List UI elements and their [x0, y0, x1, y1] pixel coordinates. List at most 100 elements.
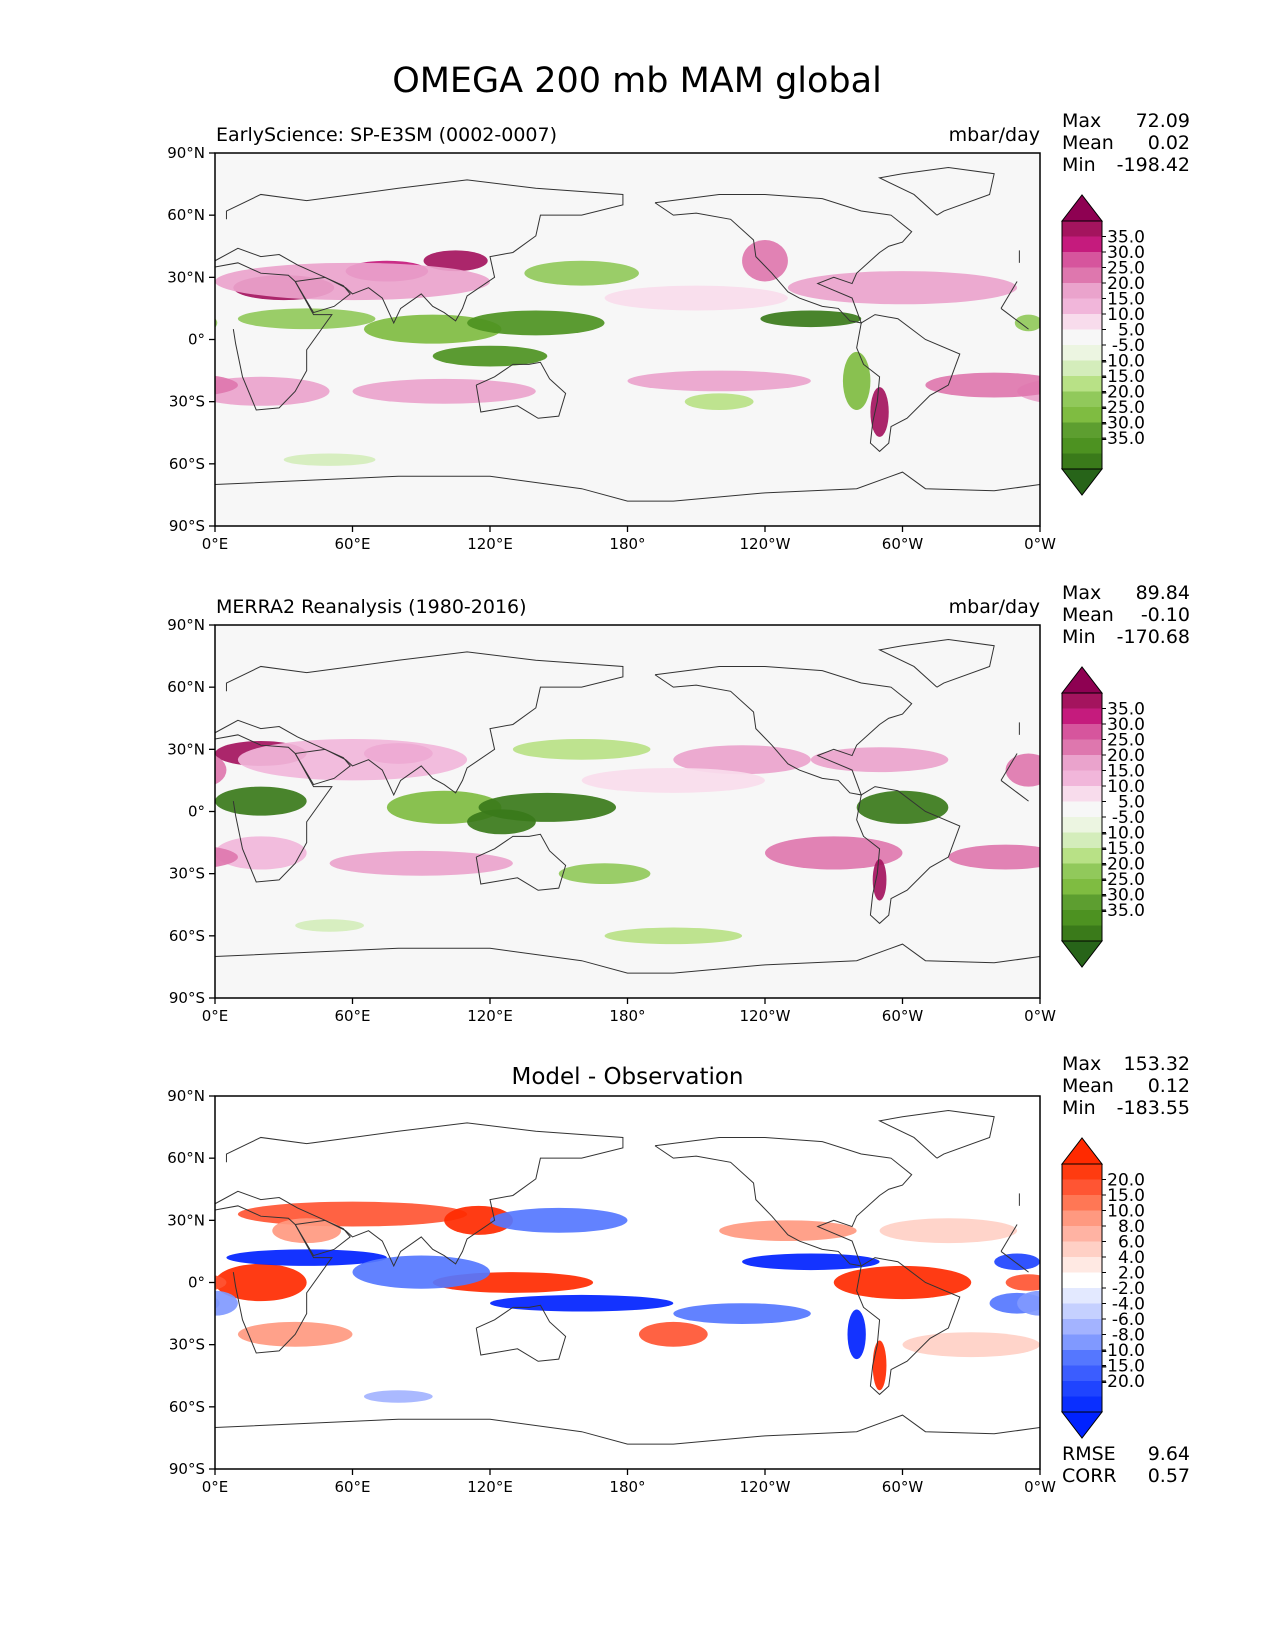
field-cell — [237, 738, 468, 781]
coastline — [877, 167, 995, 216]
y-tick-label: 90°S — [169, 989, 205, 1007]
colorbar-swatch — [1062, 1288, 1102, 1304]
field-cell — [215, 376, 330, 406]
colorbar-label: -20.0 — [1101, 855, 1145, 875]
colorbar-swatch — [1062, 1319, 1102, 1335]
field-cell — [765, 836, 903, 870]
colorbar-swatch — [1062, 1241, 1102, 1258]
colorbar-swatch — [1062, 1272, 1102, 1289]
colorbar-swatch — [1062, 221, 1102, 237]
colorbar-swatch — [1062, 817, 1102, 833]
coastline — [1000, 281, 1018, 309]
colorbar-swatch — [1062, 770, 1102, 787]
colorbar-swatch — [1062, 1164, 1102, 1180]
colorbar-swatch — [1062, 1210, 1102, 1227]
colorbar-label: -2.0 — [1112, 1279, 1145, 1299]
colorbar-swatch — [1062, 360, 1102, 377]
y-tick-label: 60°S — [169, 455, 205, 473]
stat-label: Max — [1062, 1053, 1101, 1075]
field-cell — [432, 345, 548, 367]
field-cell — [490, 1207, 628, 1233]
coastline — [475, 1304, 567, 1362]
x-tick-label: 120°E — [467, 1478, 513, 1496]
x-tick-label: 120°W — [740, 1007, 791, 1025]
x-tick-label: 180° — [609, 1007, 645, 1025]
field-cell — [215, 375, 238, 395]
colorbar-label: -30.0 — [1101, 886, 1145, 906]
metric-label: RMSE — [1062, 1443, 1116, 1465]
field-cell — [215, 755, 227, 785]
field-cell — [684, 393, 754, 410]
colorbar-swatch — [1062, 1179, 1102, 1196]
coastlines — [215, 167, 1040, 502]
coastline — [1000, 1251, 1029, 1273]
coastline — [877, 1110, 995, 1159]
y-tick-label: 30°N — [167, 740, 205, 758]
colorbar-extend-min — [1060, 468, 1104, 496]
colorbar-label: 25.0 — [1107, 731, 1145, 751]
x-tick-label: 60°W — [882, 1478, 924, 1496]
field-cell — [787, 271, 1018, 305]
coastline — [654, 193, 913, 324]
stat-label: Min — [1062, 626, 1096, 648]
colorbar-label: -8.0 — [1112, 1326, 1145, 1346]
field-cell — [215, 836, 307, 870]
stat-value: 0.12 — [1148, 1075, 1190, 1097]
stat-label: Min — [1062, 154, 1096, 176]
x-tick-label: 120°W — [740, 535, 791, 553]
field-cell — [673, 745, 811, 775]
field-cell — [512, 738, 651, 760]
coastline — [294, 1219, 351, 1257]
field-cell — [902, 1332, 1040, 1358]
y-tick-label: 30°S — [169, 1336, 205, 1354]
field-cell — [673, 1303, 811, 1324]
x-tick-label: 120°E — [467, 1007, 513, 1025]
metric-label: CORR — [1062, 1465, 1117, 1487]
field-cell — [283, 453, 376, 466]
y-tick-label: 90°S — [169, 517, 205, 535]
panel-difference: Model - Observation 0°E 60°E 120°E 180° 120°W… — [167, 1053, 1190, 1496]
colorbar-swatch — [1062, 329, 1102, 346]
colorbar-swatch — [1062, 314, 1102, 330]
colorbar-label: 10.0 — [1107, 1202, 1145, 1222]
x-tick-label: 60°E — [334, 535, 370, 553]
colorbar-label: 35.0 — [1107, 700, 1145, 720]
field-cell — [638, 1321, 708, 1347]
field-cell — [237, 1201, 468, 1227]
y-tick-label: 90°N — [167, 616, 205, 634]
colorbar-swatch — [1062, 693, 1102, 709]
y-tick-label: 60°N — [167, 1149, 205, 1167]
colorbar-label: 30.0 — [1107, 715, 1145, 735]
field-cell — [524, 260, 639, 286]
map-background — [215, 153, 1040, 526]
x-tick-label: 60°W — [882, 1007, 924, 1025]
colorbar-swatch — [1062, 925, 1102, 942]
field-cell — [879, 1218, 1018, 1244]
colorbar-swatch — [1062, 755, 1102, 771]
colorbar-extend-max — [1060, 194, 1104, 222]
colorbar-swatch — [1062, 1195, 1102, 1211]
y-tick-label: 60°S — [169, 1398, 205, 1416]
colorbar-label: -15.0 — [1101, 839, 1145, 859]
colorbar-label: -30.0 — [1101, 414, 1145, 434]
coastline — [654, 1136, 913, 1267]
stat-value: -170.68 — [1117, 626, 1190, 648]
colorbar-label: 15.0 — [1107, 762, 1145, 782]
field-cell — [490, 1294, 674, 1312]
y-tick-label: 90°N — [167, 144, 205, 162]
y-tick-label: 30°S — [169, 865, 205, 883]
colorbar-label: 2.0 — [1118, 1264, 1145, 1284]
field-cell — [215, 1263, 307, 1302]
field-cell — [581, 767, 765, 793]
x-tick-label: 0°E — [202, 1007, 229, 1025]
field-cell — [604, 285, 788, 311]
field-cell — [872, 859, 887, 901]
field-cell — [215, 847, 238, 868]
field-cell — [948, 844, 1040, 870]
colorbar-swatch — [1062, 739, 1102, 756]
y-tick-label: 0° — [188, 331, 205, 349]
field-cell — [719, 1220, 857, 1242]
colorbar-swatch — [1062, 453, 1102, 470]
colorbar-swatch — [1062, 1226, 1102, 1242]
colorbar-swatch — [1062, 1257, 1102, 1273]
